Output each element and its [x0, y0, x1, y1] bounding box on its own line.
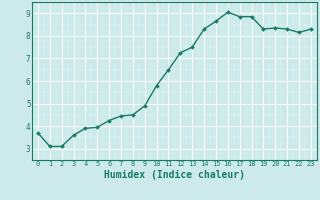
X-axis label: Humidex (Indice chaleur): Humidex (Indice chaleur) [104, 170, 245, 180]
